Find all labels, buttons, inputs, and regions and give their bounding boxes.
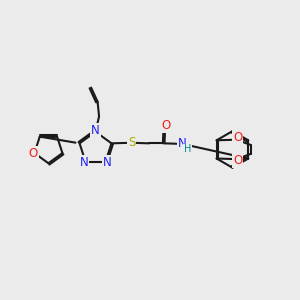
Text: O: O — [161, 119, 170, 132]
Text: O: O — [233, 154, 242, 167]
Text: H: H — [184, 144, 191, 154]
Text: O: O — [233, 131, 242, 144]
Text: N: N — [91, 124, 100, 137]
Text: N: N — [103, 156, 112, 169]
Text: O: O — [28, 147, 38, 160]
Text: N: N — [80, 156, 88, 169]
Text: S: S — [128, 136, 135, 149]
Text: N: N — [178, 137, 187, 150]
